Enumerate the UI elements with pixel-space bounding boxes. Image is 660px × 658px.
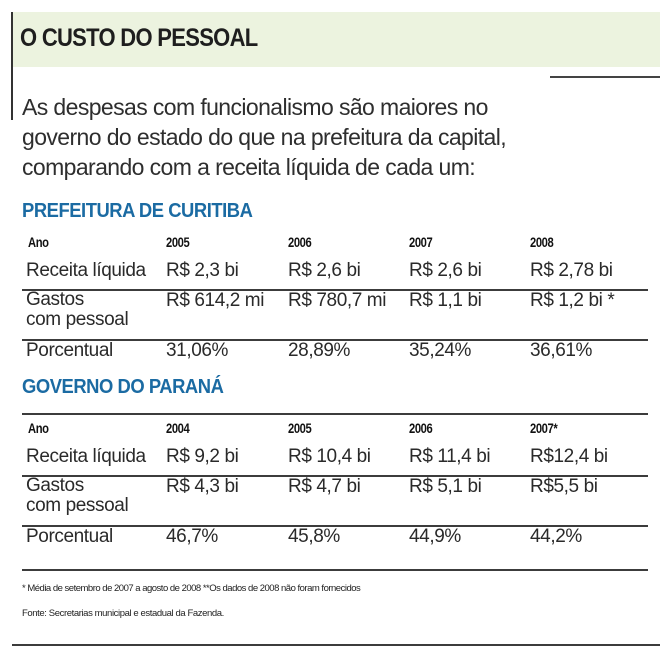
header-divider xyxy=(550,76,660,78)
intro-line: governo do estado do que na prefeitura d… xyxy=(22,124,507,150)
cell: 36,61% xyxy=(530,340,593,361)
bottom-rule xyxy=(12,644,660,646)
page-title: O CUSTO DO PESSOAL xyxy=(20,24,258,52)
cell: R$ 1,1 bi xyxy=(409,290,482,311)
intro-text: As despesas com funcionalismo são maiore… xyxy=(22,92,660,182)
cell: R$ 9,2 bi xyxy=(166,446,239,467)
intro-line: As despesas com funcionalismo são maiore… xyxy=(22,94,488,120)
cell: 35,24% xyxy=(409,340,472,361)
row-label: Gastos com pessoal xyxy=(26,289,129,330)
row-divider xyxy=(22,289,648,291)
intro-line: comparando com a receita líquida de cada… xyxy=(22,154,476,180)
row-label: Porcentual xyxy=(26,340,113,361)
source-credit: Fonte: Secretarias municipal e estadual … xyxy=(22,608,224,619)
header-cell: 2007* xyxy=(530,420,558,436)
row-divider xyxy=(22,525,648,527)
row-label-line: Gastos xyxy=(26,475,84,496)
table-bottom-rule xyxy=(22,569,648,571)
table-row: Receita líquida R$ 2,3 bi R$ 2,6 bi R$ 2… xyxy=(22,260,648,290)
row-label: Porcentual xyxy=(26,526,113,547)
header-cell: Ano xyxy=(28,420,49,436)
cell: 31,06% xyxy=(166,340,229,361)
row-divider xyxy=(22,339,648,341)
cell: R$ 2,3 bi xyxy=(166,260,239,281)
cell: 46,7% xyxy=(166,526,218,547)
table-row: Porcentual 46,7% 45,8% 44,9% 44,2% xyxy=(22,526,648,556)
row-label: Gastos com pessoal xyxy=(26,475,129,516)
cell: 44,9% xyxy=(409,526,461,547)
header-cell: 2004 xyxy=(166,420,190,436)
cell: R$ 4,7 bi xyxy=(288,476,361,497)
footnote: * Média de setembro de 2007 a agosto de … xyxy=(22,583,361,594)
row-divider xyxy=(22,475,648,477)
table-row: Porcentual 31,06% 28,89% 35,24% 36,61% xyxy=(22,340,648,370)
cell: R$ 4,3 bi xyxy=(166,476,239,497)
row-label-line: com pessoal xyxy=(26,495,129,516)
cell: R$ 2,78 bi xyxy=(530,260,613,281)
row-label-line: Gastos xyxy=(26,289,84,310)
cell: R$5,5 bi xyxy=(530,476,598,497)
cell: R$ 10,4 bi xyxy=(288,446,371,467)
row-label-line: com pessoal xyxy=(26,309,129,330)
cell: R$ 2,6 bi xyxy=(409,260,482,281)
header-cell: 2006 xyxy=(288,234,312,250)
header-cell: 2005 xyxy=(288,420,312,436)
header-cell: 2005 xyxy=(166,234,190,250)
cell: 28,89% xyxy=(288,340,351,361)
table-header-row: Ano 2005 2006 2007 2008 xyxy=(22,234,648,260)
cell: R$ 2,6 bi xyxy=(288,260,361,281)
table-row: Receita líquida R$ 9,2 bi R$ 10,4 bi R$ … xyxy=(22,446,648,476)
section-title-parana: GOVERNO DO PARANÁ xyxy=(22,376,224,398)
table-header-row: Ano 2004 2005 2006 2007* xyxy=(22,420,648,446)
cell: R$ 1,2 bi * xyxy=(530,290,615,311)
cell: R$ 614,2 mi xyxy=(166,290,265,311)
header-band xyxy=(13,12,660,67)
table-row: Gastos com pessoal R$ 4,3 bi R$ 4,7 bi R… xyxy=(22,476,648,526)
cell: R$12,4 bi xyxy=(530,446,608,467)
table-parana: Ano 2004 2005 2006 2007* Receita líquida… xyxy=(22,420,648,556)
table-row: Gastos com pessoal R$ 614,2 mi R$ 780,7 … xyxy=(22,290,648,340)
section-title-curitiba: PREFEITURA DE CURITIBA xyxy=(22,200,253,222)
left-vertical-rule xyxy=(11,12,13,120)
header-cell: 2006 xyxy=(409,420,433,436)
header-cell: 2007 xyxy=(409,234,433,250)
cell: R$ 780,7 mi xyxy=(288,290,387,311)
cell: 45,8% xyxy=(288,526,340,547)
row-label: Receita líquida xyxy=(26,446,146,467)
cell: 44,2% xyxy=(530,526,582,547)
header-cell: 2008 xyxy=(530,234,554,250)
table-top-rule xyxy=(22,413,648,415)
cell: R$ 11,4 bi xyxy=(409,446,491,467)
table-curitiba: Ano 2005 2006 2007 2008 Receita líquida … xyxy=(22,234,648,370)
row-label: Receita líquida xyxy=(26,260,146,281)
cell: R$ 5,1 bi xyxy=(409,476,482,497)
header-cell: Ano xyxy=(28,234,49,250)
